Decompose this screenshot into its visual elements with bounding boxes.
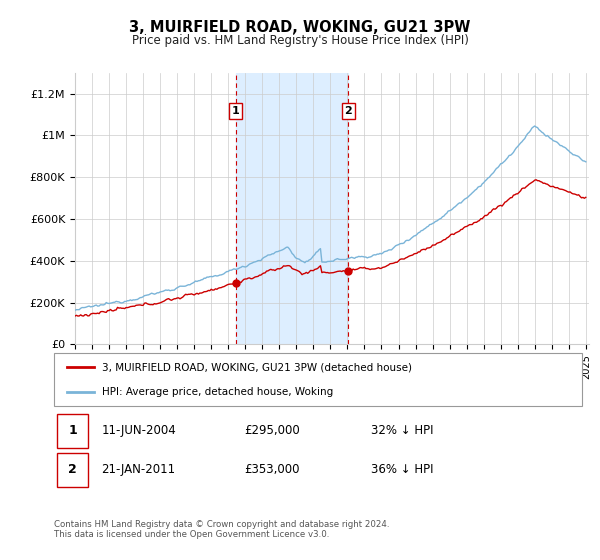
Text: 2: 2 <box>68 463 77 477</box>
FancyBboxPatch shape <box>56 414 88 447</box>
Text: 2: 2 <box>344 106 352 116</box>
Bar <box>236 73 348 344</box>
Text: 3, MUIRFIELD ROAD, WOKING, GU21 3PW: 3, MUIRFIELD ROAD, WOKING, GU21 3PW <box>130 20 470 35</box>
Text: 1: 1 <box>68 424 77 437</box>
Text: 36% ↓ HPI: 36% ↓ HPI <box>371 463 433 477</box>
Text: Price paid vs. HM Land Registry's House Price Index (HPI): Price paid vs. HM Land Registry's House … <box>131 34 469 46</box>
Text: 3, MUIRFIELD ROAD, WOKING, GU21 3PW (detached house): 3, MUIRFIELD ROAD, WOKING, GU21 3PW (det… <box>101 362 412 372</box>
Text: 21-JAN-2011: 21-JAN-2011 <box>101 463 176 477</box>
Text: 32% ↓ HPI: 32% ↓ HPI <box>371 424 433 437</box>
FancyBboxPatch shape <box>56 453 88 487</box>
Text: HPI: Average price, detached house, Woking: HPI: Average price, detached house, Woki… <box>101 386 333 396</box>
Text: 1: 1 <box>232 106 239 116</box>
Text: £353,000: £353,000 <box>244 463 299 477</box>
Text: £295,000: £295,000 <box>244 424 300 437</box>
FancyBboxPatch shape <box>54 353 582 406</box>
Text: Contains HM Land Registry data © Crown copyright and database right 2024.
This d: Contains HM Land Registry data © Crown c… <box>54 520 389 539</box>
Text: 11-JUN-2004: 11-JUN-2004 <box>101 424 176 437</box>
